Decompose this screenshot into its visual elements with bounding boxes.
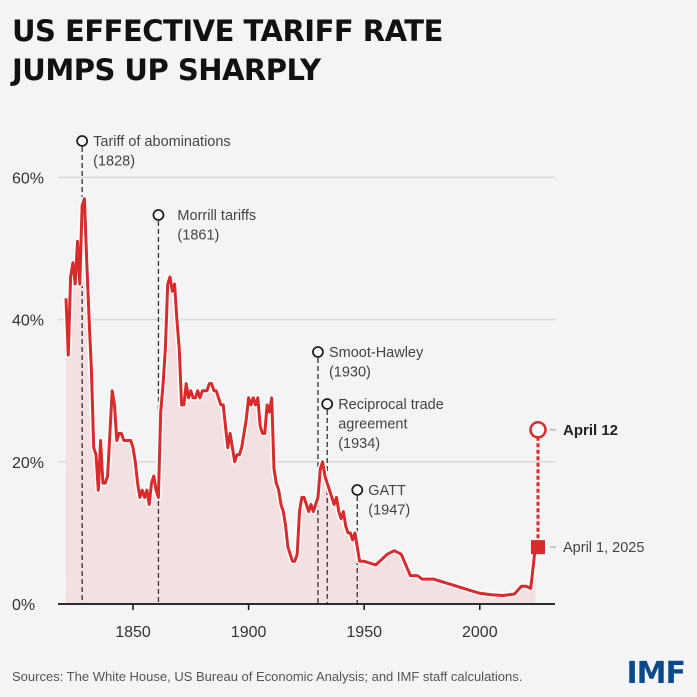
annotation-label: Smoot-Hawley [329,345,424,361]
annotation-label: (1930) [329,365,371,381]
annotation-label: (1828) [93,154,135,170]
x-tick-label: 1850 [115,624,151,641]
series-line [64,197,537,597]
chart-title-line-1: US EFFECTIVE TARIFF RATE [12,14,443,48]
chart-title: US EFFECTIVE TARIFF RATE JUMPS UP SHARPL… [12,12,443,90]
april-1-label: April 1, 2025 [563,540,644,556]
annotation-marker-icon [351,484,364,496]
x-tick-label: 1950 [346,624,382,641]
april-12-label: April 12 [563,422,618,439]
area-fill [65,198,536,604]
april-1-square-marker [531,540,545,555]
sources-note: Sources: The White House, US Bureau of E… [12,669,523,684]
y-tick-label: 20% [12,455,44,472]
annotation-marker-icon [76,135,89,147]
y-tick-label: 60% [12,170,44,187]
annotation-label: (1861) [177,228,219,244]
annotation-label: Tariff of abominations [93,134,231,150]
annotation-label: agreement [338,417,407,433]
annotation-marker-icon [152,209,165,221]
april-12-circle-marker [529,421,547,439]
x-tick-label: 1900 [231,624,267,641]
annotation-label: (1934) [338,436,380,452]
annotation-label: Morrill tariffs [177,208,256,224]
annotation-label: (1947) [368,503,410,519]
chart-title-line-2: JUMPS UP SHARPLY [12,53,321,87]
x-tick-label: 2000 [462,624,498,641]
annotation-marker-icon [321,398,334,410]
imf-logo: IMF [626,656,686,691]
annotation-label: Reciprocal trade [338,397,444,413]
y-tick-label: 0% [12,597,35,614]
annotation-marker-icon [312,346,324,358]
y-tick-label: 40% [12,313,44,330]
annotation-label: GATT [368,483,406,499]
